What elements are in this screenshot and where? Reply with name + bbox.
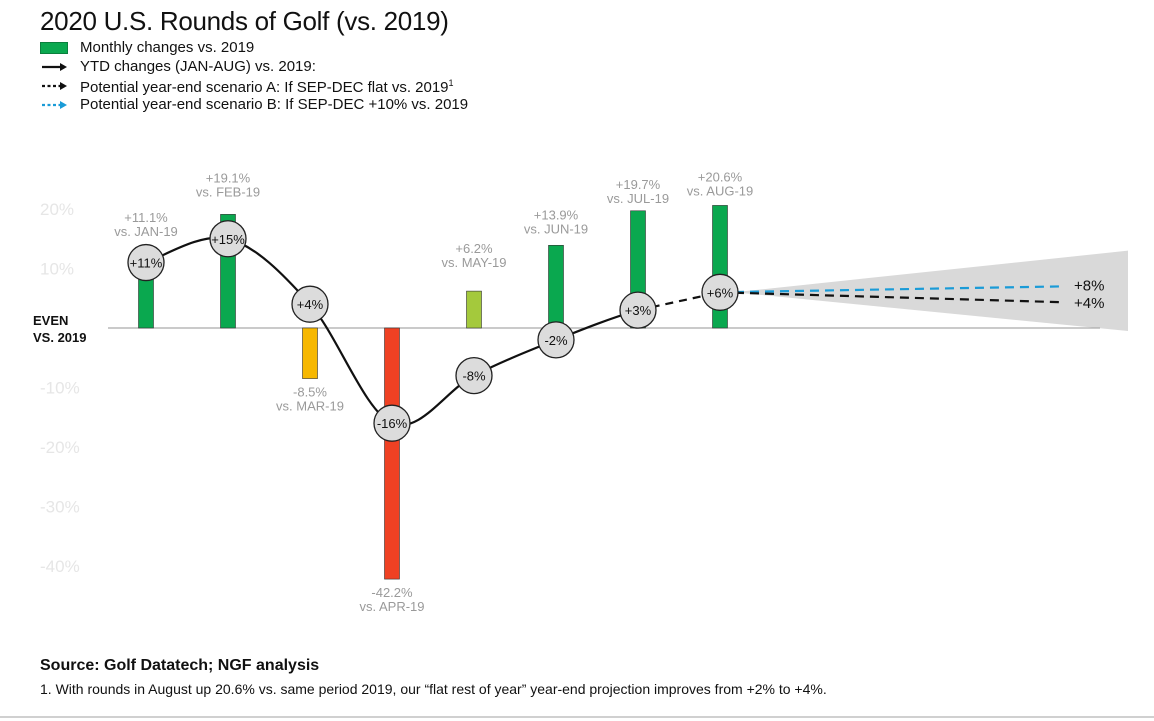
scenario-b-line xyxy=(719,285,1063,294)
bar-sublabel: vs. JAN-19 xyxy=(114,224,178,239)
bar-jun xyxy=(548,244,564,329)
legend-item-scenario-b: Potential year-end scenario B: If SEP-DE… xyxy=(40,95,468,114)
source-note: Source: Golf Datatech; NGF analysis xyxy=(40,657,320,674)
y-tick-label: EVEN xyxy=(33,313,68,328)
ytd-marker-feb xyxy=(209,220,247,258)
ytd-marker-label: -16% xyxy=(377,416,408,431)
scenario-b-label: +8% xyxy=(1074,277,1104,294)
legend-label-monthly: Monthly changes vs. 2019 xyxy=(80,38,255,56)
y-tick-label: 10% xyxy=(40,260,74,279)
y-tick-label: 20% xyxy=(40,200,74,219)
bar-sublabel: vs. MAY-19 xyxy=(441,255,506,270)
ytd-marker-apr xyxy=(373,404,411,442)
scenario-a-line xyxy=(719,291,1063,304)
bar-value-label: +11.1% xyxy=(124,210,168,225)
ytd-marker-label: +11% xyxy=(130,256,163,271)
projection-cone xyxy=(734,250,1128,331)
bar-value-label: +19.1% xyxy=(206,170,251,185)
bar-sublabel: vs. APR-19 xyxy=(359,599,424,614)
bar-value-label: +20.6% xyxy=(698,169,743,184)
bar-may xyxy=(466,290,482,329)
bar-value-label: +19.7% xyxy=(616,177,661,192)
bottom-rule xyxy=(0,716,1154,718)
bar-sublabel: vs. FEB-19 xyxy=(196,184,260,199)
bar-value-label: -42.2% xyxy=(371,585,413,600)
ytd-marker-aug xyxy=(701,273,739,311)
legend-label-scenario-b: Potential year-end scenario B: If SEP-DE… xyxy=(80,95,469,113)
legend: Monthly changes vs. 2019 YTD changes (JA… xyxy=(40,38,468,114)
ytd-marker-jan xyxy=(127,243,165,282)
legend-label-scenario-a: Potential year-end scenario A: If SEP-DE… xyxy=(80,78,454,96)
ytd-marker-jul xyxy=(619,291,657,329)
ytd-marker-mar xyxy=(291,285,329,323)
chart-title: 2020 U.S. Rounds of Golf (vs. 2019) xyxy=(40,6,449,36)
ytd-marker-jun xyxy=(537,321,575,359)
ytd-marker-label: +3% xyxy=(625,303,652,318)
ytd-marker-label: +15% xyxy=(211,232,245,247)
scenario-a-label: +4% xyxy=(1074,295,1104,312)
y-tick-label: VS. 2019 xyxy=(33,330,87,345)
legend-item-scenario-a: Potential year-end scenario A: If SEP-DE… xyxy=(40,76,468,96)
bar-value-label: +13.9% xyxy=(534,207,579,222)
ytd-marker-may xyxy=(455,356,493,395)
y-tick-label: -20% xyxy=(40,438,80,457)
ytd-marker-label: -8% xyxy=(462,369,486,384)
dashed-black-arrow-icon xyxy=(40,80,68,92)
y-tick-label: -30% xyxy=(40,498,80,517)
bar-value-label: -8.5% xyxy=(293,385,327,400)
footnote-mark: 1 xyxy=(448,78,454,88)
bar-sublabel: vs. JUN-19 xyxy=(524,221,588,236)
ytd-marker-label: +6% xyxy=(707,285,734,300)
ytd-marker-label: -2% xyxy=(544,333,568,348)
solid-arrow-icon xyxy=(40,61,68,73)
y-tick-label: -40% xyxy=(40,557,80,576)
legend-item-ytd: YTD changes (JAN-AUG) vs. 2019: xyxy=(40,57,468,76)
bar-sublabel: vs. MAR-19 xyxy=(276,399,344,414)
dashed-blue-arrow-icon xyxy=(40,99,68,111)
ytd-marker-label: +4% xyxy=(297,297,324,312)
legend-swatch-green xyxy=(40,41,68,54)
bar-sublabel: vs. JUL-19 xyxy=(607,191,669,206)
bar-sublabel: vs. AUG-19 xyxy=(687,183,753,198)
legend-label-ytd: YTD changes (JAN-AUG) vs. 2019: xyxy=(80,57,316,75)
legend-item-monthly: Monthly changes vs. 2019 xyxy=(40,38,468,57)
y-tick-label: -10% xyxy=(40,379,80,398)
bar-mar xyxy=(302,327,318,379)
footnote: 1. With rounds in August up 20.6% vs. sa… xyxy=(40,681,827,697)
bar-apr xyxy=(384,327,400,580)
bar-value-label: +6.2% xyxy=(455,241,493,256)
